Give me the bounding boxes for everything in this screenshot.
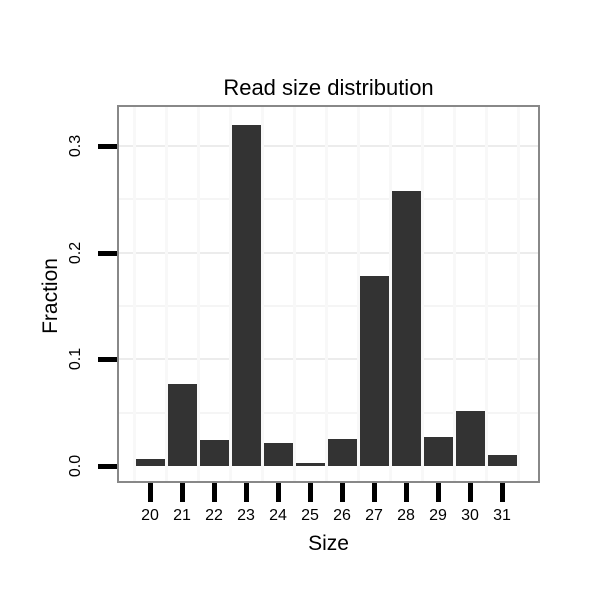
gridline-vertical <box>516 107 520 481</box>
x-tick-label: 21 <box>173 507 191 524</box>
plot-panel <box>117 105 540 483</box>
x-tick-label: 27 <box>365 507 383 524</box>
y-tick <box>98 463 117 469</box>
y-tick <box>98 356 117 362</box>
grid-layer <box>119 107 538 481</box>
x-tick <box>499 483 505 502</box>
x-tick <box>403 483 409 502</box>
bar-27 <box>359 276 389 466</box>
bar-30 <box>455 411 485 466</box>
gridline-vertical <box>484 107 488 481</box>
bar-29 <box>423 437 453 466</box>
x-tick-label: 23 <box>237 507 255 524</box>
x-axis-title: Size <box>308 532 349 555</box>
x-tick <box>339 483 345 502</box>
gridline-vertical <box>260 107 264 481</box>
x-tick <box>307 483 313 502</box>
x-tick <box>435 483 441 502</box>
bar-23 <box>231 125 261 466</box>
y-tick <box>98 250 117 256</box>
bar-31 <box>487 455 517 466</box>
gridline-vertical <box>292 107 296 481</box>
gridline-vertical <box>132 107 136 481</box>
bar-22 <box>199 440 229 466</box>
y-tick-label: 0.2 <box>67 241 84 265</box>
gridline-vertical <box>164 107 168 481</box>
x-tick-label: 20 <box>141 507 159 524</box>
gridline-minor <box>119 412 538 414</box>
bar-25 <box>295 463 325 466</box>
bar-28 <box>391 191 421 466</box>
x-tick-label: 28 <box>397 507 415 524</box>
x-tick-label: 26 <box>333 507 351 524</box>
x-tick-label: 29 <box>429 507 447 524</box>
y-tick-label: 0.1 <box>67 347 84 371</box>
x-tick <box>179 483 185 502</box>
bar-26 <box>327 439 357 466</box>
gridline-major <box>119 358 538 360</box>
y-tick-label: 0.0 <box>67 454 84 478</box>
x-tick <box>275 483 281 502</box>
bar-21 <box>167 384 197 466</box>
gridline-major <box>119 145 538 147</box>
bar-layer <box>119 107 538 481</box>
y-tick-label: 0.3 <box>67 134 84 158</box>
x-tick-label: 24 <box>269 507 287 524</box>
gridline-minor <box>119 305 538 307</box>
x-tick-label: 25 <box>301 507 319 524</box>
bar-20 <box>135 459 165 466</box>
gridline-vertical <box>196 107 200 481</box>
gridline-vertical <box>228 107 232 481</box>
gridline-minor <box>119 198 538 200</box>
x-tick <box>211 483 217 502</box>
x-tick <box>467 483 473 502</box>
gridline-vertical <box>452 107 456 481</box>
gridline-vertical <box>388 107 392 481</box>
bar-24 <box>263 443 293 466</box>
x-tick <box>147 483 153 502</box>
x-tick <box>243 483 249 502</box>
gridline-vertical <box>356 107 360 481</box>
chart-title: Read size distribution <box>223 75 434 100</box>
gridline-major <box>119 252 538 254</box>
y-tick <box>98 143 117 149</box>
y-axis-title: Fraction <box>39 258 62 334</box>
x-tick <box>371 483 377 502</box>
x-tick-label: 30 <box>461 507 479 524</box>
gridline-vertical <box>420 107 424 481</box>
x-tick-label: 22 <box>205 507 223 524</box>
gridline-vertical <box>324 107 328 481</box>
x-tick-label: 31 <box>493 507 511 524</box>
